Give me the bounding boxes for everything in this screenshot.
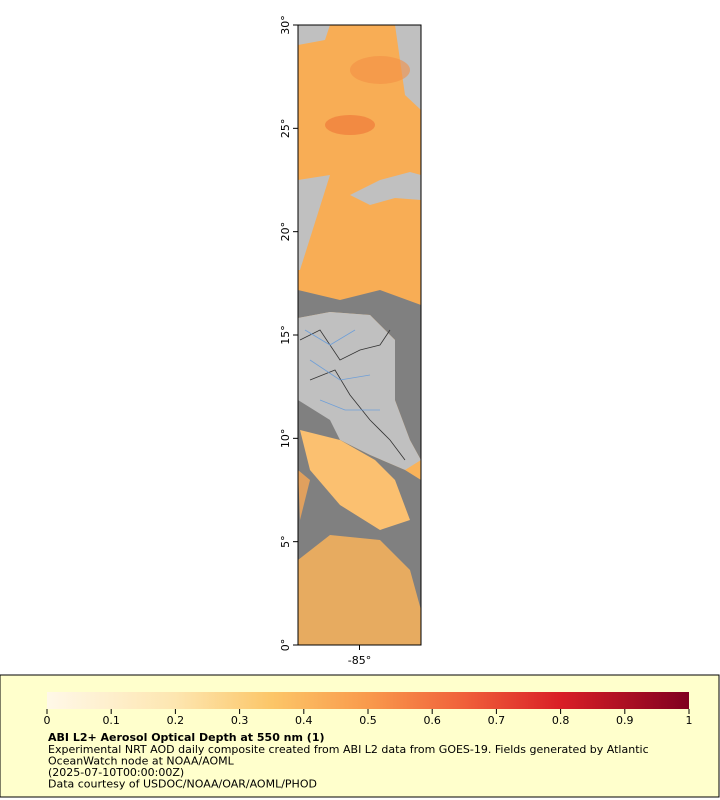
y-tick-label: 5° — [279, 535, 292, 548]
colorbar — [47, 692, 689, 709]
colorbar-tick-label: 1 — [686, 714, 693, 727]
y-tick-label: 20° — [279, 222, 292, 242]
colorbar-tick-label: 0.9 — [616, 714, 634, 727]
colorbar-tick-label: 0.3 — [231, 714, 249, 727]
colorbar-tick-label: 0.8 — [552, 714, 570, 727]
legend-line: OceanWatch node at NOAA/AOML — [48, 755, 235, 768]
map-image — [297, 24, 422, 646]
colorbar-tick-label: 0.7 — [488, 714, 506, 727]
colorbar-tick-label: 0.1 — [102, 714, 120, 727]
colorbar-tick-label: 0 — [44, 714, 51, 727]
y-tick-label: 15° — [279, 325, 292, 345]
legend-line: (2025-07-10T00:00:00Z) — [48, 766, 184, 779]
y-tick-label: 30° — [279, 15, 292, 35]
legend-title: ABI L2+ Aerosol Optical Depth at 550 nm … — [48, 731, 325, 744]
legend-line: Data courtesy of USDOC/NOAA/OAR/AOML/PHO… — [48, 778, 317, 791]
y-tick-label: 10° — [279, 429, 292, 449]
colorbar-tick-label: 0.4 — [295, 714, 313, 727]
colorbar-tick-label: 0.6 — [423, 714, 441, 727]
x-tick-label: -85° — [348, 654, 371, 667]
y-tick-label: 0° — [279, 639, 292, 652]
colorbar-tick-label: 0.2 — [167, 714, 185, 727]
y-tick-label: 25° — [279, 119, 292, 139]
colorbar-tick-label: 0.5 — [359, 714, 377, 727]
legend-line: Experimental NRT AOD daily composite cre… — [48, 743, 649, 756]
